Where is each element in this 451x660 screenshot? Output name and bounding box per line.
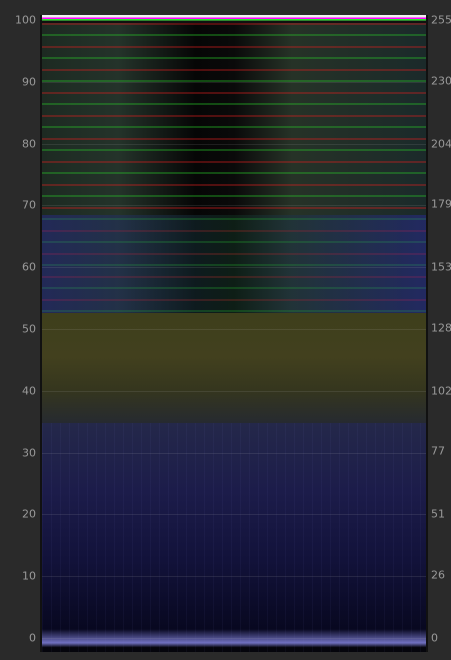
grid-line: [42, 514, 426, 516]
right-tick-label: 204: [431, 137, 451, 151]
grid-line: [42, 576, 426, 578]
left-tick-label: 100: [15, 13, 36, 27]
right-tick-label: 230: [431, 74, 451, 88]
right-tick-label: 0: [431, 631, 438, 645]
right-tick-label: 179: [431, 197, 451, 211]
grid-line: [42, 638, 426, 639]
right-tick-label: 26: [431, 568, 445, 582]
grid-line: [42, 267, 426, 269]
left-tick-label: 30: [22, 446, 36, 460]
right-tick-label: 102: [431, 384, 451, 398]
grid-line: [42, 143, 426, 145]
right-tick-label: 153: [431, 260, 451, 274]
image-band: [42, 423, 426, 652]
image-band: [42, 15, 426, 23]
right-tick-label: 255: [431, 13, 451, 27]
grid-line: [42, 452, 426, 454]
left-tick-label: 50: [22, 322, 36, 336]
left-tick-label: 60: [22, 260, 36, 274]
grid-line: [42, 20, 426, 21]
grid-line: [42, 329, 426, 330]
right-tick-label: 128: [431, 321, 451, 335]
right-tick-label: 77: [431, 444, 445, 458]
grid-line: [42, 81, 426, 83]
left-tick-label: 80: [22, 137, 36, 151]
left-tick-label: 40: [22, 384, 36, 398]
grid-line: [42, 390, 426, 392]
left-tick-label: 20: [22, 507, 36, 521]
left-tick-label: 0: [29, 631, 36, 645]
parade-image: [40, 15, 428, 652]
image-band: [42, 313, 426, 423]
image-band: [42, 215, 426, 315]
grid-line: [42, 205, 426, 207]
left-tick-label: 90: [22, 75, 36, 89]
right-tick-label: 51: [431, 507, 445, 521]
left-tick-label: 70: [22, 198, 36, 212]
left-tick-label: 10: [22, 569, 36, 583]
